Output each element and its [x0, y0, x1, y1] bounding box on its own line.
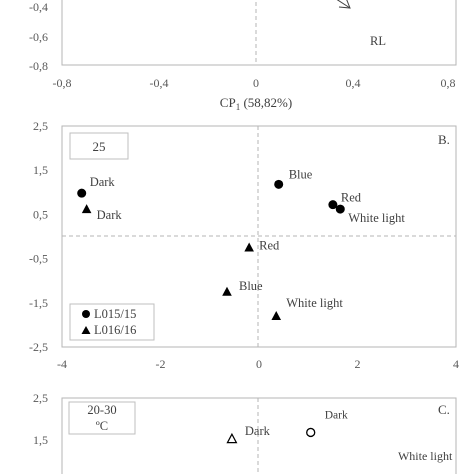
panel-a-frame	[61, 0, 457, 66]
point-label: Blue	[289, 167, 313, 181]
loading-arrow-shaft	[336, 0, 351, 9]
point-label: Dark	[325, 409, 348, 421]
panel-c-points: Dark Dark White light	[226, 409, 453, 463]
point-label: Dark	[90, 175, 116, 189]
panel-c-ytick: 2,5	[33, 391, 48, 405]
panel-b: 2,5 1,5 0,5 -0,5 -1,5 -2,5 -4 -2 0 2 4 25 B. Dark…	[29, 119, 459, 371]
panel-b-yticks: 2,5 1,5 0,5 -0,5 -1,5 -2,5	[29, 119, 48, 354]
panel-b-temp-label: 25	[93, 139, 106, 154]
loading-label-rl: RL	[370, 34, 386, 48]
point-open-circle	[306, 427, 316, 438]
panel-b-letter: B.	[438, 132, 450, 147]
panel-c-ytick: 1,5	[33, 433, 48, 447]
point-label: Red	[341, 191, 362, 205]
panel-b-ytick: -1,5	[29, 296, 48, 310]
panel-a-xtick: 0,8	[441, 76, 456, 90]
panel-c-temp-unit: ºC	[96, 419, 108, 433]
point-label: Dark	[245, 424, 271, 438]
panel-b-temp-box	[69, 132, 129, 160]
panel-a-xtick: 0	[253, 76, 259, 90]
panel-a-xtick: 0,4	[346, 76, 361, 90]
panel-b-points: Dark Blue Red White light Dark Red Blue White l…	[77, 167, 405, 321]
point-l015	[328, 200, 338, 210]
point-l016	[222, 286, 232, 296]
point-l015	[335, 204, 345, 214]
point-label: White light	[348, 211, 405, 225]
panel-b-xtick: 0	[256, 357, 262, 371]
point-label: Dark	[97, 208, 123, 222]
panel-b-ytick: 1,5	[33, 163, 48, 177]
point-label: White light	[286, 296, 343, 310]
panel-c-temp-box	[68, 401, 136, 435]
panel-b-xtick: 2	[355, 357, 361, 371]
point-l016	[244, 242, 254, 252]
panel-c-letter: C.	[438, 402, 450, 417]
point-l015	[77, 188, 87, 198]
legend-marker-circle	[82, 310, 90, 318]
panel-a: -0,4 -0,6 -0,8 -0,8 -0,4 0 0,4 0,8 RL CP…	[29, 0, 457, 112]
panel-b-ytick: -0,5	[29, 252, 48, 266]
panel-a-xlabel: CP1 (58,82%)	[220, 95, 292, 112]
legend-label-l016: L016/16	[94, 323, 136, 337]
point-open-triangle	[226, 432, 238, 444]
panel-b-ytick: -2,5	[29, 340, 48, 354]
point-l015	[274, 179, 284, 189]
panel-a-ytick: -0,6	[29, 30, 48, 44]
loading-arrow-head	[338, 0, 351, 9]
panel-b-xticks: -4 -2 0 2 4	[57, 357, 459, 371]
panel-b-xtick: 4	[453, 357, 459, 371]
panel-c: 2,5 1,5 20-30 ºC C. Dark Dark White light	[33, 391, 457, 474]
point-label: Red	[259, 239, 280, 253]
legend-label-l015: L015/15	[94, 307, 136, 321]
panel-c-temp-label: 20-30	[87, 403, 116, 417]
panel-a-xtick: -0,4	[150, 76, 169, 90]
panel-a-ytick: -0,4	[29, 0, 48, 14]
panel-c-frame	[61, 397, 457, 474]
point-l016	[81, 204, 92, 214]
panel-a-ytick: -0,8	[29, 59, 48, 73]
panel-a-xtick: -0,8	[53, 76, 72, 90]
point-l016	[271, 311, 282, 321]
point-label: White light	[398, 449, 453, 463]
panel-b-xtick: -4	[57, 357, 67, 371]
panel-b-ytick: 0,5	[33, 207, 48, 221]
legend-marker-triangle	[81, 326, 91, 334]
panel-b-xtick: -2	[156, 357, 166, 371]
panel-b-ytick: 2,5	[33, 119, 48, 133]
point-label: Blue	[239, 279, 263, 293]
